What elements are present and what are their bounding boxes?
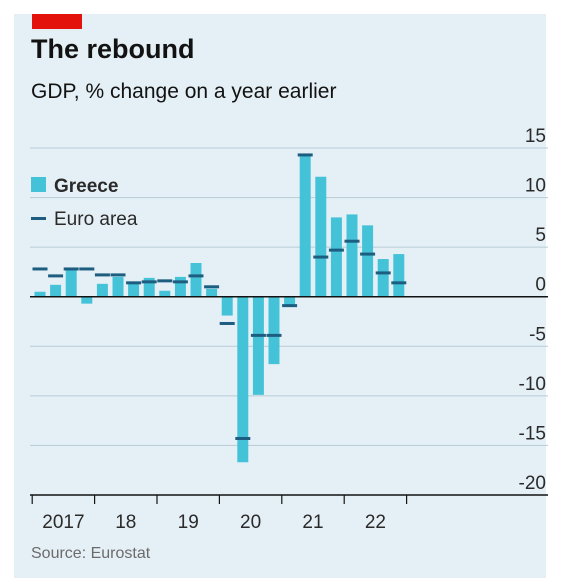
euro-area-marker bbox=[188, 274, 204, 278]
euro-area-marker bbox=[250, 333, 266, 337]
chart-title: The rebound bbox=[31, 34, 195, 64]
euro-area-marker bbox=[79, 267, 95, 271]
greece-bar bbox=[346, 214, 358, 297]
greece-bar bbox=[174, 276, 186, 297]
euro-area-marker bbox=[63, 267, 79, 271]
greece-bar bbox=[268, 296, 280, 365]
y-tick-label: -15 bbox=[519, 423, 546, 444]
legend: Greece Euro area bbox=[31, 176, 138, 230]
euro-area-marker bbox=[297, 153, 313, 157]
y-tick-label: -20 bbox=[519, 473, 546, 494]
y-tick-label: -10 bbox=[519, 374, 546, 395]
x-tick-label: 22 bbox=[365, 512, 386, 533]
y-tick-label: -5 bbox=[529, 324, 546, 345]
euro-area-marker bbox=[94, 273, 110, 277]
y-tick-label: 0 bbox=[535, 275, 546, 296]
greece-bar bbox=[330, 217, 342, 297]
brand-red-tab bbox=[32, 14, 82, 29]
y-tick-label: 5 bbox=[535, 225, 546, 246]
euro-area-marker bbox=[235, 436, 251, 440]
greece-bar bbox=[221, 296, 233, 316]
greece-bar bbox=[34, 291, 46, 297]
euro-area-marker bbox=[48, 274, 64, 278]
greece-bar bbox=[143, 277, 155, 297]
greece-bar bbox=[50, 284, 62, 297]
euro-area-marker bbox=[172, 280, 188, 284]
greece-bar bbox=[393, 254, 405, 297]
greece-bar bbox=[128, 281, 140, 297]
greece-bar bbox=[284, 296, 296, 305]
euro-area-marker bbox=[110, 273, 126, 277]
greece-bar bbox=[159, 290, 171, 297]
greece-bar bbox=[252, 296, 264, 395]
greece-bar bbox=[81, 296, 93, 304]
euro-area-marker bbox=[313, 255, 329, 259]
greece-bar bbox=[299, 154, 311, 297]
gridlines bbox=[30, 147, 548, 446]
euro-area-marker bbox=[282, 304, 298, 308]
legend-swatch-euro-area bbox=[31, 217, 46, 220]
chart-subtitle: GDP, % change on a year earlier bbox=[31, 80, 337, 103]
euro-area-marker bbox=[360, 252, 376, 256]
greece-bar bbox=[190, 263, 202, 297]
greece-bar bbox=[377, 259, 389, 297]
greece-bar bbox=[112, 276, 124, 297]
y-axis-tick-labels: 15 10 5 0 -5 -10 -15 -20 bbox=[519, 126, 546, 494]
greece-bars bbox=[34, 154, 405, 463]
greece-bar bbox=[96, 283, 108, 297]
x-tick-label: 18 bbox=[115, 512, 136, 533]
euro-area-marker bbox=[266, 333, 282, 337]
y-tick-label: 15 bbox=[525, 126, 546, 147]
x-tick-label: 20 bbox=[240, 512, 261, 533]
x-tick-label: 21 bbox=[302, 512, 323, 533]
euro-area-marker bbox=[157, 279, 173, 283]
euro-area-marker bbox=[204, 285, 220, 289]
greece-bar bbox=[65, 268, 77, 297]
x-axis: 2017 18 19 20 21 22 bbox=[30, 295, 548, 533]
source-note: Source: Eurostat bbox=[31, 545, 151, 562]
greece-bar bbox=[315, 176, 327, 297]
legend-swatch-greece bbox=[31, 177, 46, 192]
x-tick-label: 19 bbox=[178, 512, 199, 533]
legend-label-euro-area: Euro area bbox=[54, 209, 138, 230]
euro-area-marker bbox=[219, 321, 235, 325]
euro-area-marker bbox=[141, 280, 157, 284]
legend-label-greece: Greece bbox=[54, 176, 118, 197]
euro-area-marker bbox=[344, 239, 360, 243]
greece-bar bbox=[237, 296, 249, 463]
x-tick-label: 2017 bbox=[42, 512, 84, 533]
euro-area-marker bbox=[328, 248, 344, 252]
euro-area-marker bbox=[126, 281, 142, 285]
euro-area-markers bbox=[32, 153, 407, 440]
euro-area-marker bbox=[391, 281, 407, 285]
greece-bar bbox=[206, 288, 218, 297]
y-tick-label: 10 bbox=[525, 176, 546, 197]
euro-area-marker bbox=[375, 271, 391, 275]
euro-area-marker bbox=[32, 267, 48, 271]
greece-bar bbox=[362, 225, 374, 297]
